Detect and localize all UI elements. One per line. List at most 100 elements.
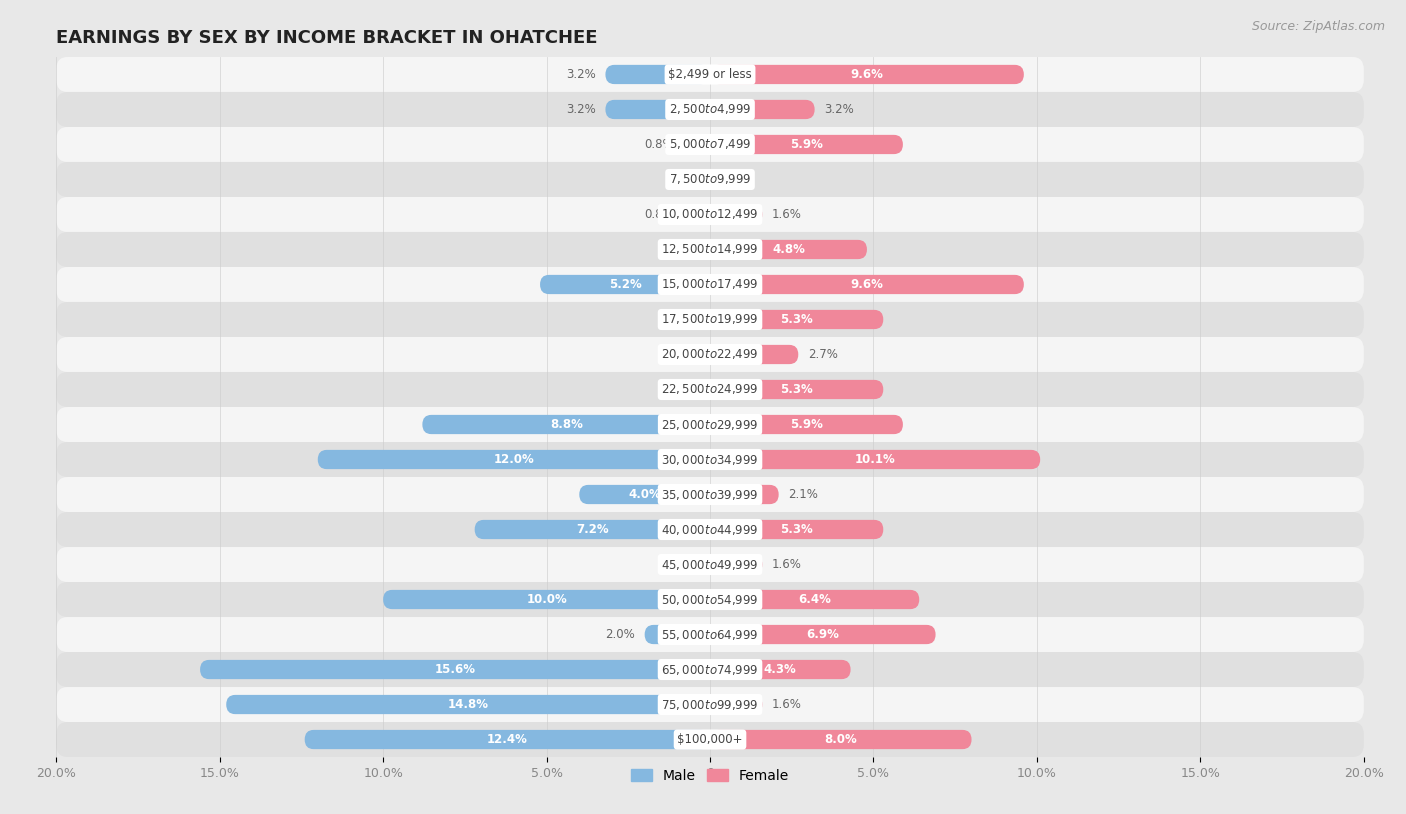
FancyBboxPatch shape: [56, 57, 1364, 92]
Text: 0.8%: 0.8%: [644, 208, 673, 221]
Text: 10.1%: 10.1%: [855, 453, 896, 466]
FancyBboxPatch shape: [644, 625, 710, 644]
Text: $45,000 to $49,999: $45,000 to $49,999: [661, 558, 759, 571]
Text: Source: ZipAtlas.com: Source: ZipAtlas.com: [1251, 20, 1385, 33]
FancyBboxPatch shape: [56, 267, 1364, 302]
Text: 7.2%: 7.2%: [576, 523, 609, 536]
Text: $2,499 or less: $2,499 or less: [668, 68, 752, 81]
Text: $7,500 to $9,999: $7,500 to $9,999: [669, 173, 751, 186]
Text: 5.3%: 5.3%: [780, 383, 813, 396]
FancyBboxPatch shape: [606, 100, 710, 119]
Text: 5.3%: 5.3%: [780, 313, 813, 326]
Text: 0.8%: 0.8%: [644, 138, 673, 151]
Text: $30,000 to $34,999: $30,000 to $34,999: [661, 453, 759, 466]
FancyBboxPatch shape: [540, 275, 710, 294]
FancyBboxPatch shape: [606, 65, 710, 84]
FancyBboxPatch shape: [710, 100, 814, 119]
FancyBboxPatch shape: [579, 485, 710, 504]
FancyBboxPatch shape: [710, 660, 851, 679]
Text: $10,000 to $12,499: $10,000 to $12,499: [661, 208, 759, 221]
Text: EARNINGS BY SEX BY INCOME BRACKET IN OHATCHEE: EARNINGS BY SEX BY INCOME BRACKET IN OHA…: [56, 29, 598, 47]
FancyBboxPatch shape: [226, 695, 710, 714]
FancyBboxPatch shape: [56, 407, 1364, 442]
FancyBboxPatch shape: [56, 127, 1364, 162]
Text: $15,000 to $17,499: $15,000 to $17,499: [661, 278, 759, 291]
FancyBboxPatch shape: [56, 232, 1364, 267]
FancyBboxPatch shape: [710, 450, 1040, 469]
FancyBboxPatch shape: [710, 625, 935, 644]
Text: $22,500 to $24,999: $22,500 to $24,999: [661, 383, 759, 396]
Text: 3.2%: 3.2%: [565, 103, 596, 116]
FancyBboxPatch shape: [56, 582, 1364, 617]
Text: 4.3%: 4.3%: [763, 663, 797, 676]
FancyBboxPatch shape: [710, 135, 903, 154]
FancyBboxPatch shape: [710, 520, 883, 539]
Text: 1.6%: 1.6%: [772, 558, 801, 571]
FancyBboxPatch shape: [382, 590, 710, 609]
Text: $40,000 to $44,999: $40,000 to $44,999: [661, 523, 759, 536]
Text: 14.8%: 14.8%: [447, 698, 489, 711]
Text: 0.0%: 0.0%: [671, 383, 700, 396]
Text: 3.2%: 3.2%: [824, 103, 855, 116]
Text: $65,000 to $74,999: $65,000 to $74,999: [661, 663, 759, 676]
FancyBboxPatch shape: [422, 415, 710, 434]
Text: 5.3%: 5.3%: [780, 523, 813, 536]
FancyBboxPatch shape: [56, 337, 1364, 372]
Text: 5.9%: 5.9%: [790, 418, 823, 431]
FancyBboxPatch shape: [56, 722, 1364, 757]
FancyBboxPatch shape: [710, 240, 868, 259]
FancyBboxPatch shape: [56, 617, 1364, 652]
FancyBboxPatch shape: [56, 477, 1364, 512]
Text: 6.9%: 6.9%: [807, 628, 839, 641]
Legend: Male, Female: Male, Female: [626, 764, 794, 789]
FancyBboxPatch shape: [56, 442, 1364, 477]
Text: 3.2%: 3.2%: [565, 68, 596, 81]
Text: 8.0%: 8.0%: [824, 733, 858, 746]
FancyBboxPatch shape: [710, 555, 762, 574]
Text: $75,000 to $99,999: $75,000 to $99,999: [661, 698, 759, 711]
FancyBboxPatch shape: [710, 695, 762, 714]
Text: 0.0%: 0.0%: [671, 243, 700, 256]
FancyBboxPatch shape: [318, 450, 710, 469]
Text: 15.6%: 15.6%: [434, 663, 475, 676]
Text: 0.0%: 0.0%: [720, 173, 749, 186]
Text: 1.6%: 1.6%: [772, 698, 801, 711]
FancyBboxPatch shape: [56, 372, 1364, 407]
Text: 8.8%: 8.8%: [550, 418, 582, 431]
Text: 12.0%: 12.0%: [494, 453, 534, 466]
FancyBboxPatch shape: [305, 730, 710, 749]
Text: $5,000 to $7,499: $5,000 to $7,499: [669, 138, 751, 151]
Text: 2.7%: 2.7%: [808, 348, 838, 361]
FancyBboxPatch shape: [710, 485, 779, 504]
FancyBboxPatch shape: [710, 65, 1024, 84]
Text: 5.9%: 5.9%: [790, 138, 823, 151]
FancyBboxPatch shape: [56, 302, 1364, 337]
FancyBboxPatch shape: [710, 345, 799, 364]
FancyBboxPatch shape: [710, 730, 972, 749]
FancyBboxPatch shape: [200, 660, 710, 679]
FancyBboxPatch shape: [710, 590, 920, 609]
FancyBboxPatch shape: [475, 520, 710, 539]
Text: 5.2%: 5.2%: [609, 278, 641, 291]
FancyBboxPatch shape: [56, 652, 1364, 687]
FancyBboxPatch shape: [56, 512, 1364, 547]
Text: $17,500 to $19,999: $17,500 to $19,999: [661, 313, 759, 326]
Text: $100,000+: $100,000+: [678, 733, 742, 746]
Text: 4.8%: 4.8%: [772, 243, 804, 256]
FancyBboxPatch shape: [710, 205, 762, 224]
Text: 1.6%: 1.6%: [772, 208, 801, 221]
Text: $20,000 to $22,499: $20,000 to $22,499: [661, 348, 759, 361]
FancyBboxPatch shape: [56, 197, 1364, 232]
Text: 9.6%: 9.6%: [851, 278, 883, 291]
Text: 0.0%: 0.0%: [671, 173, 700, 186]
Text: 6.4%: 6.4%: [799, 593, 831, 606]
FancyBboxPatch shape: [683, 205, 710, 224]
FancyBboxPatch shape: [56, 162, 1364, 197]
FancyBboxPatch shape: [710, 310, 883, 329]
FancyBboxPatch shape: [56, 547, 1364, 582]
FancyBboxPatch shape: [710, 415, 903, 434]
Text: $25,000 to $29,999: $25,000 to $29,999: [661, 418, 759, 431]
Text: 0.0%: 0.0%: [671, 313, 700, 326]
FancyBboxPatch shape: [710, 380, 883, 399]
Text: $12,500 to $14,999: $12,500 to $14,999: [661, 243, 759, 256]
